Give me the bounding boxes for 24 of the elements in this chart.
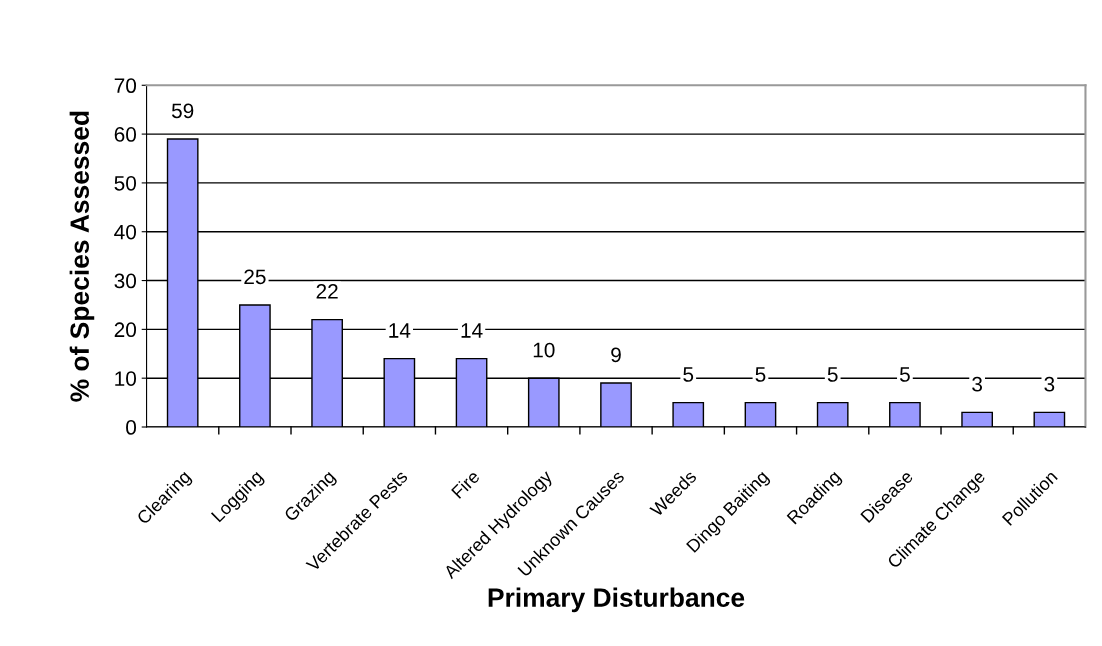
data-label: 5 [899, 367, 910, 382]
y-tick-label: 70 [114, 78, 137, 94]
y-tick-label: 0 [126, 420, 137, 435]
data-label: 3 [972, 376, 983, 392]
data-label: 14 [389, 323, 411, 338]
data-label: 3 [1044, 376, 1055, 392]
y-tick-label: 30 [114, 273, 137, 289]
x-axis-title: Primary Disturbance [488, 587, 745, 613]
data-label: 9 [611, 347, 621, 363]
data-label: 5 [755, 367, 766, 382]
y-tick-label: 20 [114, 322, 137, 338]
data-label: 59 [171, 103, 194, 119]
y-axis-title: % of Species Assessed [69, 111, 95, 402]
y-tick-label: 40 [114, 224, 137, 240]
y-tick-label: 10 [115, 371, 137, 386]
data-label: 22 [316, 284, 338, 299]
data-label: 5 [683, 367, 694, 382]
y-tick-label: 60 [114, 127, 137, 142]
x-tick-label: Fire [450, 469, 481, 499]
data-label: 14 [461, 323, 483, 338]
data-label: 25 [244, 269, 266, 285]
data-label: 5 [827, 367, 838, 382]
data-label: 10 [533, 342, 555, 358]
y-tick-label: 50 [114, 175, 137, 191]
